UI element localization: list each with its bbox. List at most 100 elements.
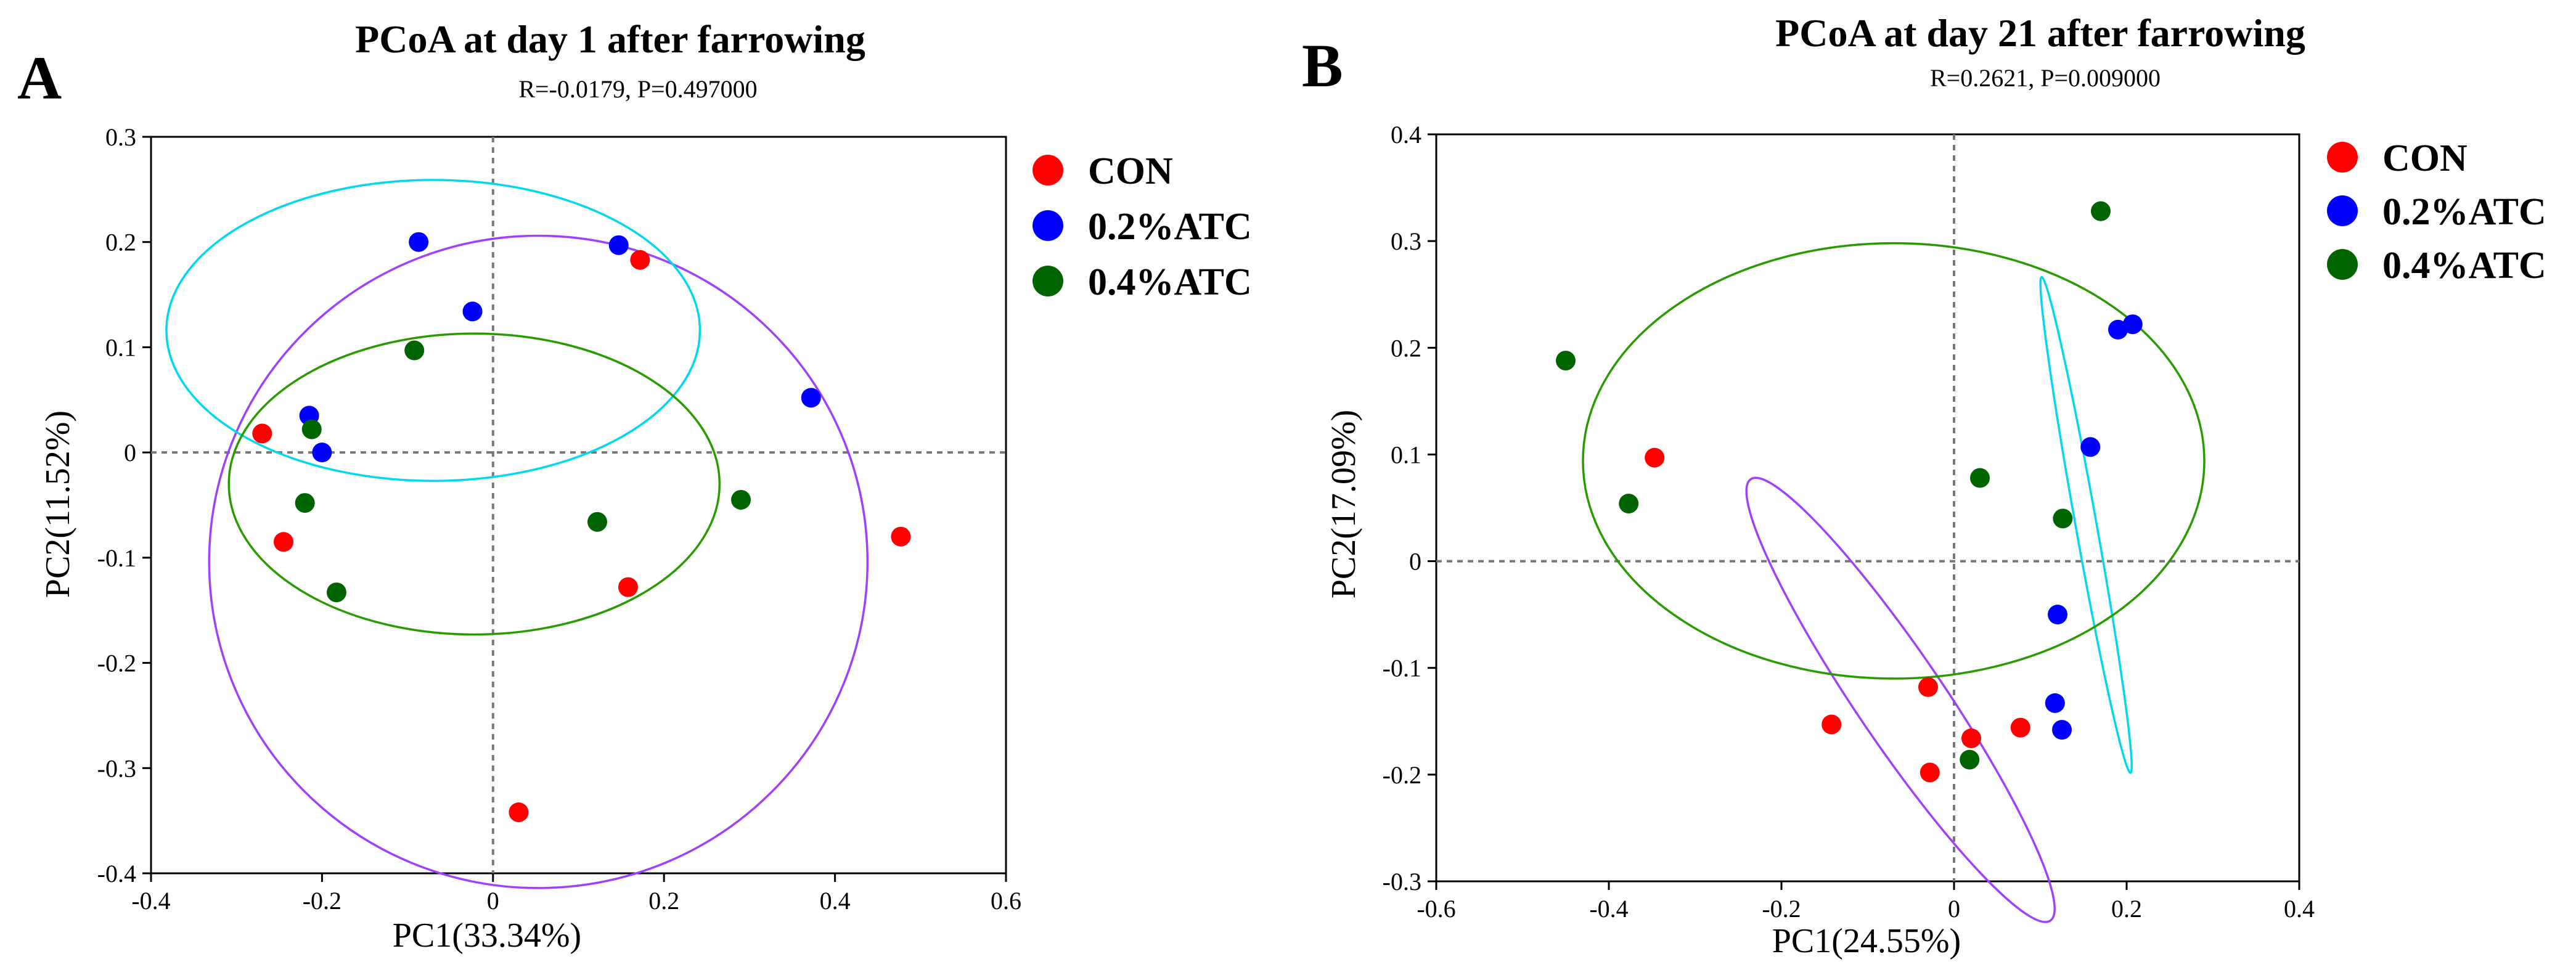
data-point — [1918, 677, 1938, 697]
data-point — [2122, 314, 2143, 335]
confidence-ellipse-con — [1745, 476, 2056, 923]
y-tick-label: 0 — [124, 439, 136, 467]
chart-subtitle-b: R=0.2621, P=0.009000 — [1930, 64, 2161, 92]
data-point — [1645, 447, 1665, 468]
confidence-ellipse-04atc — [227, 332, 721, 636]
plot-area-a: -0.4 -0.2 0 0.2 0.4 0.6 -0.4 -0.3 -0.2 -0.1 0 0.1 0.… — [97, 123, 1021, 915]
plot-area-b: -0.6 -0.4 -0.2 0 0.2 0.4 -0.3 -0.2 -0.1 0 0.1 0.2 0.… — [1383, 121, 2315, 923]
x-tick-label: 0.4 — [820, 887, 851, 915]
panel-letter-a: A — [17, 44, 62, 112]
data-point — [252, 423, 272, 444]
data-point — [731, 489, 751, 510]
panel-a: A PCoA at day 1 after farrowing R=-0.017… — [17, 17, 1252, 955]
data-point — [2052, 720, 2072, 740]
data-point — [1822, 714, 1842, 735]
chart-subtitle-a: R=-0.0179, P=0.497000 — [518, 75, 757, 103]
x-tick-label: -0.2 — [303, 887, 341, 915]
data-point — [2045, 693, 2065, 713]
legend-marker — [1032, 155, 1063, 186]
data-point — [801, 388, 821, 408]
y-axis-label-b: PC2(17.09%) — [1325, 410, 1363, 598]
data-point — [409, 232, 429, 252]
legend-label: 0.4%ATC — [1088, 261, 1252, 303]
panel-letter-b: B — [1302, 31, 1343, 100]
y-tick-label: 0.1 — [1391, 441, 1421, 468]
data-point — [587, 512, 608, 532]
y-tick-label: 0.4 — [1391, 121, 1421, 149]
data-point — [2010, 717, 2030, 738]
y-tick-label: 0.2 — [105, 229, 136, 256]
y-tick-label: -0.1 — [97, 544, 136, 572]
data-point — [404, 340, 425, 361]
y-tick-label: 0.1 — [105, 333, 136, 361]
legend-a: CON 0.2%ATC 0.4%ATC — [1032, 150, 1252, 303]
legend-b: CON 0.2%ATC 0.4%ATC — [2327, 137, 2546, 287]
x-tick-label: -0.2 — [1762, 895, 1801, 923]
data-point — [462, 301, 483, 322]
y-axis-label-a: PC2(11.52%) — [39, 410, 77, 598]
plot-frame — [1435, 133, 2300, 883]
x-tick-label: -0.4 — [131, 887, 170, 915]
y-tick-label: 0.2 — [1391, 334, 1421, 362]
data-point — [891, 526, 911, 547]
data-point — [1970, 468, 1990, 488]
panel-b: B PCoA at day 21 after farrowing R=0.262… — [1302, 11, 2546, 960]
confidence-ellipse-02atc — [2039, 275, 2133, 774]
legend-marker — [2327, 195, 2358, 226]
legend-label: 0.2%ATC — [1088, 206, 1252, 248]
x-tick-label: 0.2 — [2111, 895, 2142, 923]
legend-label: CON — [2382, 137, 2468, 179]
data-point — [301, 419, 322, 439]
legend-label: 0.4%ATC — [2382, 245, 2546, 287]
y-tick-label: 0.3 — [105, 123, 136, 151]
x-tick-label: -0.4 — [1589, 895, 1628, 923]
data-point — [608, 235, 629, 255]
data-point — [618, 577, 638, 597]
x-tick-label: 0.2 — [648, 887, 679, 915]
data-point — [295, 493, 315, 513]
data-point — [2048, 605, 2067, 625]
data-point — [1960, 749, 1980, 770]
data-point — [326, 582, 346, 603]
chart-title-b: PCoA at day 21 after farrowing — [1775, 11, 2305, 55]
data-point — [1619, 494, 1639, 514]
legend-marker — [2327, 142, 2358, 173]
x-tick-label: 0 — [1948, 895, 1960, 923]
y-tick-label: 0.3 — [1391, 227, 1421, 255]
x-axis-label-a: PC1(33.34%) — [393, 916, 581, 955]
data-point — [2053, 508, 2073, 529]
legend-marker — [1032, 210, 1063, 241]
x-tick-label: 0.4 — [2284, 895, 2315, 923]
data-point — [509, 802, 529, 822]
legend-marker — [1032, 266, 1063, 296]
data-point — [273, 532, 293, 552]
data-point — [312, 443, 332, 463]
data-point — [630, 250, 650, 270]
data-point — [2080, 437, 2101, 457]
chart-title-a: PCoA at day 1 after farrowing — [355, 17, 865, 61]
x-tick-label: 0 — [487, 887, 499, 915]
confidence-ellipse-02atc — [165, 179, 701, 482]
legend-label: 0.2%ATC — [2382, 191, 2546, 233]
data-point — [1961, 728, 1981, 748]
confidence-ellipse-04atc — [1582, 242, 2206, 680]
y-tick-label: -0.1 — [1383, 655, 1421, 682]
data-point — [2091, 201, 2111, 221]
confidence-ellipse-con — [208, 234, 869, 889]
x-axis-label-b: PC1(24.55%) — [1772, 922, 1961, 960]
y-tick-label: 0 — [1409, 548, 1421, 576]
y-tick-label: -0.3 — [97, 754, 136, 782]
plot-frame — [150, 136, 1007, 875]
y-tick-label: -0.2 — [97, 650, 136, 677]
x-tick-label: 0.6 — [991, 887, 1021, 915]
data-point — [1920, 762, 1940, 783]
data-point — [1556, 351, 1576, 371]
x-tick-label: -0.6 — [1417, 895, 1455, 923]
legend-marker — [2327, 249, 2358, 280]
y-tick-label: -0.4 — [97, 860, 136, 887]
y-tick-label: -0.2 — [1383, 761, 1421, 789]
y-tick-label: -0.3 — [1383, 868, 1421, 895]
legend-label: CON — [1088, 150, 1173, 192]
